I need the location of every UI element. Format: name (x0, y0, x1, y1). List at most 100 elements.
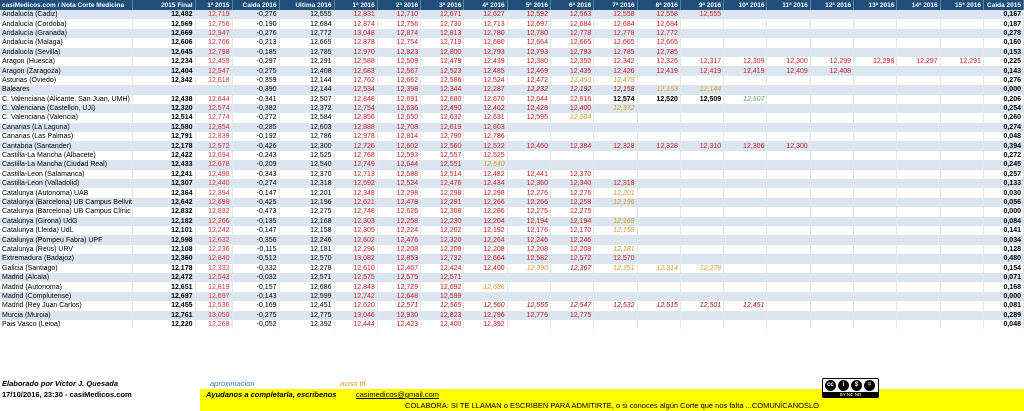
drop-2016-cell: -0,190 (232, 19, 280, 29)
column-header[interactable]: 3ª 2016 (420, 0, 465, 10)
round-cell: 12,168 (593, 216, 638, 226)
round-cell: 12,742 (334, 291, 378, 302)
round-cell: 12,298 (853, 56, 898, 67)
round-cell: 12,665 (550, 38, 595, 48)
header-title-filter[interactable]: casiMedicos.com / Nota Corte Medicina (0, 0, 133, 10)
first-2015-cell: 12,756 (195, 19, 233, 29)
university-name: Andalucía (Cadiz) (0, 10, 133, 20)
column-header[interactable]: 15ª 2016 (940, 0, 984, 10)
round-cell: 12,360 (507, 179, 551, 189)
first-2015-cell: 12,536 (195, 301, 233, 311)
column-header[interactable]: 5ª 2016 (507, 0, 551, 10)
drop-2016-cell: -0,209 (232, 160, 280, 170)
creative-commons-badge[interactable]: cc i $ = BY NC ND (822, 378, 879, 398)
column-header[interactable]: 7ª 2016 (593, 0, 638, 10)
column-header[interactable]: 9ª 2016 (680, 0, 725, 10)
round-cell: 12,602 (377, 141, 422, 151)
column-header[interactable]: 13ª 2016 (853, 0, 898, 10)
round-cell: 12,555 (507, 301, 551, 311)
final-2015-cell: 12,569 (132, 19, 196, 29)
table-row: Andalucía (Cadiz) 12,482 12,719 -0,276 12,55… (0, 10, 1024, 20)
round-cell: 12,749 (334, 160, 378, 170)
drop-2016-cell: -0,135 (232, 216, 280, 226)
column-header[interactable]: Caida 2016 (232, 0, 280, 10)
round-cell (723, 291, 768, 302)
column-header[interactable]: 8ª 2016 (637, 0, 681, 10)
round-cell: 12,384 (550, 141, 595, 151)
round-cell: 13,082 (334, 254, 378, 264)
round-cell: 12,275 (550, 207, 595, 217)
round-cell: 12,557 (420, 150, 465, 161)
final-2015-cell: 12,482 (132, 10, 196, 20)
round-cell: 12,631 (463, 113, 508, 123)
round-cell (853, 28, 898, 39)
round-cell (593, 282, 638, 292)
column-header[interactable]: Ultima 2016 (279, 0, 335, 10)
drop-2016-cell: -0,356 (232, 235, 280, 245)
column-header[interactable]: 1ª 2015 (195, 0, 233, 10)
round-cell: 12,558 (593, 10, 638, 20)
round-cell (810, 197, 855, 208)
round-cell (810, 207, 855, 217)
round-cell: 12,300 (766, 56, 811, 67)
round-cell: 12,729 (377, 282, 422, 292)
university-name: Catalunya (Barcelona) UB Campus Clínic (0, 207, 133, 217)
round-cell (810, 244, 855, 255)
final-2015-cell: 12,514 (132, 113, 196, 123)
round-cell (637, 291, 681, 302)
round-cell: 12,434 (463, 179, 508, 189)
round-cell: 12,158 (593, 85, 638, 95)
round-cell (766, 263, 811, 273)
round-cell: 12,278 (680, 263, 725, 273)
last-2016-cell: 12,291 (279, 56, 335, 67)
column-header[interactable]: 2ª 2016 (377, 0, 422, 10)
last-2016-cell: 12,168 (279, 216, 335, 226)
column-header[interactable]: 2015 Final (132, 0, 196, 10)
drop-2016-cell: -0,213 (232, 38, 280, 48)
round-cell (810, 235, 855, 245)
final-2015-cell: 12,642 (132, 197, 196, 208)
table-row: Castilla-Leon (Valladolid) 12,307 12,440 -0… (0, 179, 1024, 189)
round-cell (853, 319, 898, 330)
last-2016-cell: 12,599 (279, 291, 335, 302)
drop-2015-cell: 0,167 (983, 10, 1024, 20)
column-header[interactable]: 10ª 2016 (723, 0, 768, 10)
drop-2015-cell: 0,225 (983, 56, 1024, 67)
round-cell: 12,978 (334, 132, 378, 142)
final-2015-cell: 12,791 (132, 132, 196, 142)
column-header[interactable]: 11ª 2016 (766, 0, 811, 10)
university-name: Aragon (Huesca) (0, 56, 133, 67)
contact-email-link[interactable]: casimedicos@gmail.com (356, 390, 440, 399)
column-header[interactable]: 1ª 2016 (334, 0, 378, 10)
first-2015-cell (195, 85, 233, 95)
round-cell (550, 150, 595, 161)
round-cell (896, 38, 941, 48)
round-cell (940, 113, 984, 123)
drop-2015-cell: 0,141 (983, 225, 1024, 236)
round-cell: 12,419 (637, 66, 681, 76)
round-cell (680, 103, 725, 114)
table-row: Andalucía (Granada) 12,669 12,947 -0,276 12,… (0, 28, 1024, 39)
round-cell (766, 19, 811, 29)
round-cell (940, 28, 984, 39)
final-2015-cell: 12,761 (132, 310, 196, 320)
round-cell (680, 216, 725, 226)
column-header[interactable]: 14ª 2016 (896, 0, 941, 10)
column-header[interactable]: Caida 2015 (983, 0, 1024, 10)
round-cell (853, 47, 898, 57)
round-cell (810, 47, 855, 57)
round-cell: 12,520 (637, 94, 681, 104)
round-cell: 12,571 (420, 272, 465, 283)
drop-2015-cell: 0,254 (983, 103, 1024, 114)
last-2016-cell: 12,372 (279, 103, 335, 114)
round-cell (896, 66, 941, 76)
column-header[interactable]: 4ª 2016 (463, 0, 508, 10)
university-name: Catalunya (Lleida) UdL (0, 225, 133, 236)
column-header[interactable]: 12ª 2016 (810, 0, 855, 10)
round-cell: 12,296 (334, 244, 378, 255)
last-2016-cell: 12,684 (279, 19, 335, 29)
round-cell: 12,424 (420, 263, 465, 273)
round-cell: 12,610 (334, 263, 378, 273)
column-header[interactable]: 6ª 2016 (550, 0, 595, 10)
round-cell (637, 132, 681, 142)
